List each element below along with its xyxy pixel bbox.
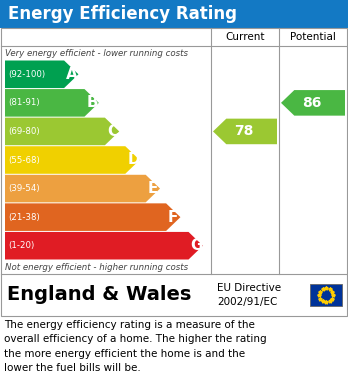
Text: (81-91): (81-91) xyxy=(8,99,40,108)
Polygon shape xyxy=(5,232,203,260)
Polygon shape xyxy=(5,89,99,117)
Text: B: B xyxy=(87,95,98,110)
Text: Energy Efficiency Rating: Energy Efficiency Rating xyxy=(8,5,237,23)
Polygon shape xyxy=(5,175,160,203)
Text: England & Wales: England & Wales xyxy=(7,285,191,305)
Polygon shape xyxy=(5,146,140,174)
Polygon shape xyxy=(213,118,277,144)
Bar xyxy=(1,28,347,316)
Text: C: C xyxy=(107,124,118,139)
Text: 86: 86 xyxy=(302,96,321,110)
Text: 78: 78 xyxy=(234,124,253,138)
Text: Potential: Potential xyxy=(290,32,336,42)
Polygon shape xyxy=(5,61,78,88)
Text: A: A xyxy=(66,67,78,82)
Bar xyxy=(0,0,348,28)
Polygon shape xyxy=(281,90,345,116)
Text: (21-38): (21-38) xyxy=(8,213,40,222)
Polygon shape xyxy=(5,118,119,145)
Text: (69-80): (69-80) xyxy=(8,127,40,136)
Text: E: E xyxy=(148,181,158,196)
Text: (39-54): (39-54) xyxy=(8,184,40,193)
Text: The energy efficiency rating is a measure of the
overall efficiency of a home. T: The energy efficiency rating is a measur… xyxy=(4,320,267,373)
Text: Not energy efficient - higher running costs: Not energy efficient - higher running co… xyxy=(5,262,188,271)
Text: Current: Current xyxy=(225,32,265,42)
Text: EU Directive
2002/91/EC: EU Directive 2002/91/EC xyxy=(217,283,281,307)
Polygon shape xyxy=(5,203,181,231)
Bar xyxy=(310,284,342,306)
Text: (1-20): (1-20) xyxy=(8,241,34,250)
Text: D: D xyxy=(127,152,140,167)
Text: G: G xyxy=(191,238,203,253)
Text: Very energy efficient - lower running costs: Very energy efficient - lower running co… xyxy=(5,48,188,57)
Text: F: F xyxy=(168,210,179,225)
Text: (92-100): (92-100) xyxy=(8,70,45,79)
Text: (55-68): (55-68) xyxy=(8,156,40,165)
